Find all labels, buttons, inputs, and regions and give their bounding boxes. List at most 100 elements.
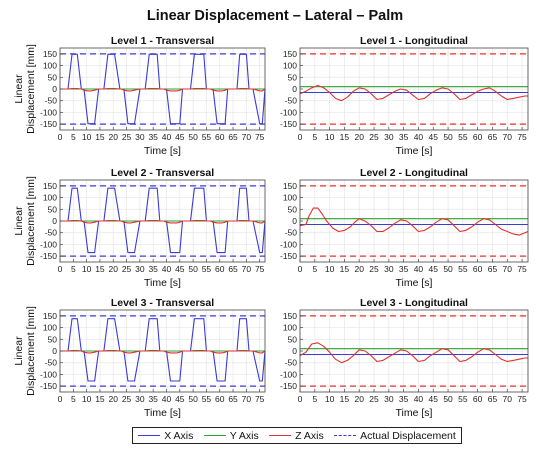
y-tick-label: -150 <box>40 381 57 391</box>
x-tick-label: 5 <box>312 264 317 274</box>
x-tick-label: 20 <box>109 132 119 142</box>
x-tick-label: 25 <box>369 132 379 142</box>
y-tick-label: 100 <box>43 193 57 203</box>
x-tick-label: 70 <box>503 264 513 274</box>
x-tick-label: 5 <box>71 394 76 404</box>
subplot-title: Level 1 - Transversal <box>111 35 214 47</box>
x-tick-label: 20 <box>109 394 119 404</box>
subplot-title: Level 1 - Longitudinal <box>360 35 468 47</box>
x-axis-label: Time [s] <box>396 145 433 157</box>
x-tick-label: 70 <box>503 394 513 404</box>
x-tick-label: 50 <box>188 132 198 142</box>
y-tick-label: 50 <box>48 72 58 82</box>
x-tick-label: 15 <box>95 132 105 142</box>
series-line-z-axis <box>60 87 266 92</box>
legend-swatch-y <box>203 435 226 436</box>
y-axis-label: LinearDisplacement [mm] <box>13 44 37 134</box>
x-axis-label: Time [s] <box>396 407 433 419</box>
legend-swatch-actual <box>334 435 357 436</box>
x-axis-label: Time [s] <box>144 407 181 419</box>
series-line-z-axis <box>60 349 266 354</box>
x-tick-label: 50 <box>188 394 198 404</box>
subplot-5: 0 5 10 15 20 25 30 35 40 45 50 55 60 65 70 75150100500-… <box>13 297 266 419</box>
x-tick-label: 60 <box>473 394 483 404</box>
x-tick-label: 30 <box>384 394 394 404</box>
series-line-z-axis <box>299 342 528 364</box>
y-tick-label: 100 <box>43 61 57 71</box>
x-tick-label: 25 <box>369 264 379 274</box>
y-tick-label: -150 <box>280 251 297 261</box>
x-tick-label: 20 <box>354 132 364 142</box>
x-tick-label: 0 <box>298 132 303 142</box>
x-tick-label: 10 <box>82 264 92 274</box>
subplot-4: 0 5 10 15 20 25 30 35 40 45 50 55 60 65 70 75150100500-… <box>280 167 529 289</box>
x-tick-label: 55 <box>458 264 468 274</box>
y-tick-label: 0 <box>52 346 57 356</box>
y-tick-label: 150 <box>43 311 57 321</box>
y-tick-label: 100 <box>283 193 297 203</box>
y-tick-label: -150 <box>280 381 297 391</box>
x-tick-label: 15 <box>340 132 350 142</box>
y-tick-label: -50 <box>45 358 58 368</box>
x-tick-label: 35 <box>399 264 409 274</box>
x-tick-label: 0 <box>58 264 63 274</box>
y-tick-label: 0 <box>292 346 297 356</box>
y-tick-label: -100 <box>280 107 297 117</box>
y-axis-label-line-1: Linear <box>13 206 25 236</box>
x-tick-label: 0 <box>298 264 303 274</box>
x-tick-label: 40 <box>162 394 172 404</box>
legend-item-actual: Actual Displacement <box>334 430 456 442</box>
y-tick-label: 100 <box>283 323 297 333</box>
x-tick-label: 45 <box>175 394 185 404</box>
subplot-title: Level 2 - Longitudinal <box>360 167 468 179</box>
y-tick-label: -150 <box>40 251 57 261</box>
legend-label-actual: Actual Displacement <box>360 429 456 442</box>
x-tick-label: 5 <box>312 394 317 404</box>
y-tick-label: 0 <box>52 216 57 226</box>
x-tick-label: 0 <box>58 132 63 142</box>
x-tick-label: 50 <box>443 394 453 404</box>
legend: X Axis Y Axis Z Axis Actual Displacement <box>132 427 462 444</box>
x-tick-label: 0 <box>298 394 303 404</box>
y-axis-label-line-2: Displacement [mm] <box>25 176 37 266</box>
x-tick-label: 45 <box>175 132 185 142</box>
y-tick-label: -50 <box>45 96 58 106</box>
x-tick-label: 60 <box>215 132 225 142</box>
x-tick-label: 20 <box>354 394 364 404</box>
subplot-6: 0 5 10 15 20 25 30 35 40 45 50 55 60 65 70 75150100500-… <box>280 297 529 419</box>
y-tick-label: 50 <box>48 204 58 214</box>
x-tick-label: 30 <box>135 394 145 404</box>
x-tick-label: 15 <box>95 264 105 274</box>
legend-item-x: X Axis <box>138 430 193 442</box>
y-axis-label-line-2: Displacement [mm] <box>25 306 37 396</box>
x-tick-label: 40 <box>414 264 424 274</box>
y-axis-label: LinearDisplacement [mm] <box>13 306 37 396</box>
y-tick-label: 150 <box>43 49 57 59</box>
y-tick-label: -100 <box>40 239 57 249</box>
x-tick-label: 55 <box>458 132 468 142</box>
x-tick-label: 20 <box>354 264 364 274</box>
x-tick-label: 50 <box>188 264 198 274</box>
x-tick-label: 0 <box>58 394 63 404</box>
subplot-title: Level 2 - Transversal <box>111 167 214 179</box>
x-tick-label: 60 <box>473 132 483 142</box>
x-tick-label: 55 <box>202 394 212 404</box>
series-line-z-axis <box>299 207 529 236</box>
x-tick-label: 35 <box>148 394 158 404</box>
series-line-z-axis <box>60 219 266 224</box>
y-tick-label: -50 <box>285 96 298 106</box>
x-tick-label: 25 <box>122 394 132 404</box>
x-tick-label: 75 <box>255 394 265 404</box>
x-tick-label: 60 <box>215 264 225 274</box>
legend-label-z: Z Axis <box>295 429 324 442</box>
x-tick-label: 40 <box>414 132 424 142</box>
x-tick-label: 60 <box>215 394 225 404</box>
x-tick-label: 45 <box>429 132 439 142</box>
x-tick-label: 5 <box>71 264 76 274</box>
x-tick-label: 65 <box>228 264 238 274</box>
x-tick-label: 75 <box>255 264 265 274</box>
x-tick-label: 65 <box>488 264 498 274</box>
y-tick-label: 50 <box>288 72 298 82</box>
x-tick-label: 15 <box>95 394 105 404</box>
y-tick-label: -100 <box>280 369 297 379</box>
